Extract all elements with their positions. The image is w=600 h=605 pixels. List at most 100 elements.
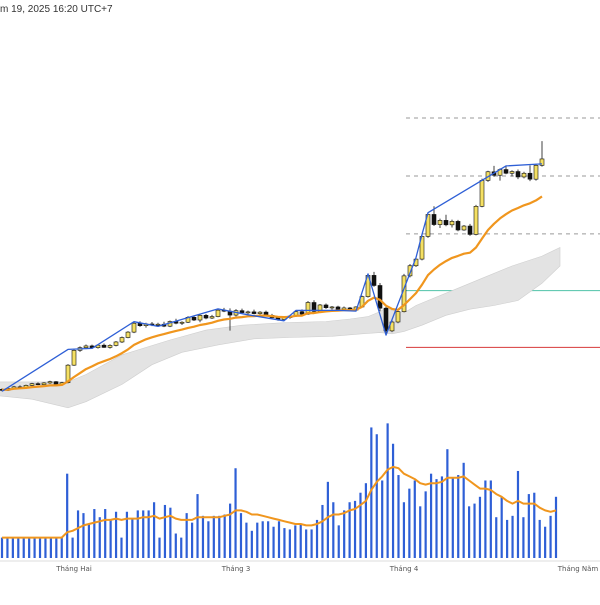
volume-ma-line <box>2 465 557 539</box>
volume-bar <box>71 537 74 558</box>
chart-header-datetime: m 19, 2025 16:20 UTC+7 <box>0 4 113 15</box>
candle-body <box>197 315 203 321</box>
candle-body <box>29 383 35 386</box>
zigzag-line <box>1 163 543 392</box>
volume-bar <box>114 511 118 558</box>
candle-body <box>455 221 461 231</box>
volume-bar <box>489 480 492 558</box>
volume-bar <box>17 537 20 558</box>
candle-body <box>119 337 125 343</box>
volume-bar <box>142 510 145 558</box>
volume-bar <box>370 427 373 558</box>
volume-bar <box>6 537 9 558</box>
candle-body <box>47 381 53 384</box>
volume-bars <box>0 423 558 558</box>
candle-body <box>395 311 401 323</box>
volume-bar <box>201 515 205 558</box>
candle-body <box>527 172 533 180</box>
volume-bar <box>11 537 14 558</box>
volume-bar <box>234 468 237 558</box>
volume-bar <box>549 515 552 558</box>
volume-bar <box>386 423 389 558</box>
candle-body <box>251 311 257 314</box>
candle-body <box>407 265 413 277</box>
volume-bar <box>185 513 188 558</box>
volume-bar <box>500 496 503 558</box>
volume-bar <box>152 502 156 558</box>
candle-body <box>533 165 539 180</box>
candle-body <box>383 307 389 332</box>
volume-bar <box>93 509 96 558</box>
candle-body <box>503 169 509 174</box>
volume-bar <box>120 537 123 558</box>
volume-bar <box>397 475 400 558</box>
volume-bar <box>337 525 340 558</box>
x-tick-label: Tháng Năm <box>557 565 599 573</box>
candle-body <box>209 316 215 319</box>
volume-bar <box>180 537 183 558</box>
volume-bar <box>359 492 362 558</box>
candle-body <box>473 206 479 235</box>
volume-bar <box>495 517 498 558</box>
candle-body <box>71 350 77 366</box>
volume-bar <box>131 518 134 558</box>
volume-bar <box>0 537 4 558</box>
volume-bar <box>538 519 541 558</box>
volume-bar <box>294 525 297 558</box>
candle-body <box>461 225 467 231</box>
volume-bar <box>136 510 139 558</box>
candle-body <box>515 171 521 178</box>
volume-bar <box>207 521 210 558</box>
volume-bar <box>125 511 129 558</box>
volume-bar <box>66 473 69 558</box>
volume-bar <box>343 510 346 558</box>
price-levels <box>406 117 600 348</box>
price-ma-polyline <box>1 195 543 391</box>
candle-body <box>299 311 305 315</box>
candle-body <box>437 220 443 225</box>
volume-bar <box>391 443 395 558</box>
volume-bar <box>229 503 232 558</box>
volume-bar <box>310 529 313 558</box>
volume-bar <box>212 515 215 558</box>
candle-body <box>467 225 473 235</box>
volume-bar <box>478 496 482 558</box>
volume-bar <box>196 494 199 558</box>
candle-body <box>83 345 89 348</box>
candle-body <box>335 306 341 310</box>
volume-bar <box>44 537 47 558</box>
candle-body <box>191 317 197 321</box>
volume-bar <box>239 513 243 558</box>
volume-bar <box>250 530 253 558</box>
x-tick-label: Tháng 3 <box>221 565 251 573</box>
volume-bar <box>326 481 329 558</box>
volume-bar <box>261 521 264 558</box>
volume-bar <box>457 475 460 558</box>
x-axis: Tháng Hai Tháng 3 Tháng 4 Tháng Năm <box>0 560 600 573</box>
volume-bar <box>277 521 281 558</box>
volume-bar <box>419 506 422 558</box>
volume-bar <box>516 470 520 558</box>
candle-body <box>179 321 185 324</box>
volume-bar <box>76 510 80 558</box>
volume-bar <box>288 529 291 558</box>
x-tick-label: Tháng 4 <box>389 565 419 573</box>
volume-bar <box>402 502 406 558</box>
volume-bar <box>364 483 368 558</box>
volume-bar <box>462 462 465 558</box>
volume-bar <box>451 477 454 558</box>
volume-bar <box>484 480 487 558</box>
candle-body <box>215 309 221 317</box>
volume-bar <box>22 537 25 558</box>
volume-bar <box>245 522 248 558</box>
volume-bar <box>506 519 509 558</box>
candle-body <box>35 383 41 385</box>
volume-bar <box>527 494 530 558</box>
volume-bar <box>522 517 525 558</box>
volume-bar <box>158 537 161 558</box>
volume-bar <box>38 537 42 558</box>
volume-bar <box>169 507 172 558</box>
candle-body <box>521 172 527 178</box>
candle-body <box>125 331 131 338</box>
